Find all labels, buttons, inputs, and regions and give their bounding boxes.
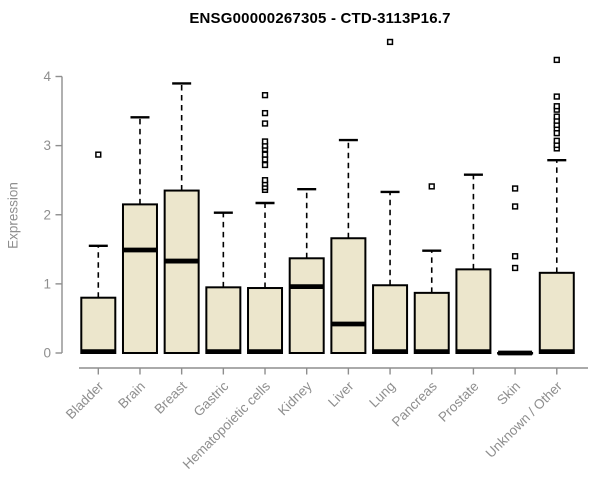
iqr-box xyxy=(205,286,242,354)
x-tick-label-gastric: Gastric xyxy=(191,378,232,419)
y-tick-label-0: 0 xyxy=(43,346,51,361)
x-tick-label-lung: Lung xyxy=(366,379,398,411)
boxplot-unknown-other xyxy=(538,56,575,355)
boxplot-liver xyxy=(330,138,367,354)
x-tick-label-brain: Brain xyxy=(115,379,148,412)
iqr-box xyxy=(80,296,117,355)
outlier-point xyxy=(261,177,269,184)
iqr-box xyxy=(330,237,367,354)
outlier-point xyxy=(261,156,269,163)
outlier-point xyxy=(511,253,519,260)
outlier-point xyxy=(553,103,560,110)
y-tick-label-1: 1 xyxy=(43,276,51,291)
outlier-point xyxy=(428,183,435,190)
outlier-point xyxy=(386,38,394,46)
outlier-point xyxy=(553,113,560,120)
x-tick-label-bladder: Bladder xyxy=(63,378,107,422)
boxplot-hematopoietic-cells xyxy=(247,92,284,355)
iqr-box xyxy=(455,268,492,355)
outlier-point xyxy=(261,92,269,99)
outlier-point xyxy=(553,137,560,144)
outlier-point xyxy=(553,93,560,100)
iqr-box xyxy=(372,284,409,355)
x-tick-label-pancreas: Pancreas xyxy=(389,378,440,429)
outlier-point xyxy=(511,185,519,192)
iqr-box xyxy=(413,291,450,354)
x-tick-label-unknown-other: Unknown / Other xyxy=(483,378,566,461)
outlier-point xyxy=(511,264,519,272)
y-tick-label-4: 4 xyxy=(43,69,51,84)
outlier-point xyxy=(553,130,560,137)
outlier-point xyxy=(95,151,102,158)
boxplot-gastric xyxy=(205,211,242,355)
chart-title: ENSG00000267305 - CTD-3113P16.7 xyxy=(189,10,451,27)
x-tick-label-breast: Breast xyxy=(152,378,190,416)
outlier-point xyxy=(261,161,269,169)
boxplot-prostate xyxy=(455,173,492,355)
y-tick-label-3: 3 xyxy=(43,138,51,153)
outlier-point xyxy=(261,120,269,127)
outlier-point xyxy=(553,56,560,64)
iqr-box xyxy=(538,271,575,354)
x-tick-label-liver: Liver xyxy=(325,378,357,410)
boxplot-bladder xyxy=(80,151,117,355)
iqr-box xyxy=(163,189,200,354)
boxplot-skin xyxy=(497,185,534,356)
boxplot-breast xyxy=(163,82,200,354)
boxplot-brain xyxy=(121,116,158,354)
iqr-box xyxy=(288,257,325,354)
iqr-box xyxy=(247,287,284,354)
x-tick-label-skin: Skin xyxy=(494,379,523,408)
x-tick-label-kidney: Kidney xyxy=(275,378,315,418)
boxplot-kidney xyxy=(288,187,325,354)
iqr-box xyxy=(121,203,158,354)
outlier-point xyxy=(511,203,519,210)
x-tick-label-prostate: Prostate xyxy=(435,379,481,425)
y-tick-label-2: 2 xyxy=(43,207,51,222)
outlier-point xyxy=(261,138,269,145)
outlier-point xyxy=(261,109,269,117)
boxplot-lung xyxy=(372,38,409,355)
outlier-point xyxy=(261,151,269,158)
boxplot-pancreas xyxy=(413,183,450,355)
